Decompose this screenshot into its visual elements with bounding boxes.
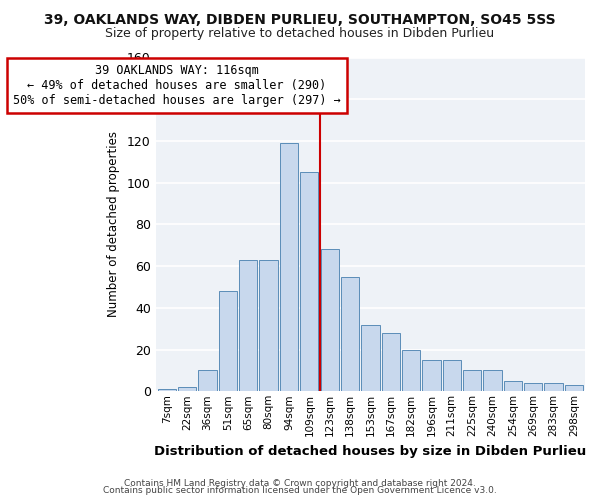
Bar (565, 385, 583, 392)
Bar (443, 360, 461, 392)
Bar (544, 383, 563, 392)
Bar (239, 260, 257, 392)
Bar (259, 260, 278, 392)
Bar (463, 370, 481, 392)
Bar (300, 172, 319, 392)
Text: Size of property relative to detached houses in Dibden Purlieu: Size of property relative to detached ho… (106, 28, 494, 40)
X-axis label: Distribution of detached houses by size in Dibden Purlieu: Distribution of detached houses by size … (154, 444, 586, 458)
Bar (361, 324, 380, 392)
Bar (158, 389, 176, 392)
Bar (422, 360, 440, 392)
Bar (503, 381, 522, 392)
Bar (178, 387, 196, 392)
Bar (341, 276, 359, 392)
Text: 39 OAKLANDS WAY: 116sqm
← 49% of detached houses are smaller (290)
50% of semi-d: 39 OAKLANDS WAY: 116sqm ← 49% of detache… (13, 64, 341, 107)
Bar (402, 350, 420, 392)
Text: Contains public sector information licensed under the Open Government Licence v3: Contains public sector information licen… (103, 486, 497, 495)
Y-axis label: Number of detached properties: Number of detached properties (107, 132, 120, 318)
Bar (320, 250, 339, 392)
Text: 39, OAKLANDS WAY, DIBDEN PURLIEU, SOUTHAMPTON, SO45 5SS: 39, OAKLANDS WAY, DIBDEN PURLIEU, SOUTHA… (44, 12, 556, 26)
Bar (219, 291, 237, 392)
Bar (199, 370, 217, 392)
Bar (483, 370, 502, 392)
Bar (524, 383, 542, 392)
Bar (280, 143, 298, 392)
Text: Contains HM Land Registry data © Crown copyright and database right 2024.: Contains HM Land Registry data © Crown c… (124, 478, 476, 488)
Bar (382, 333, 400, 392)
